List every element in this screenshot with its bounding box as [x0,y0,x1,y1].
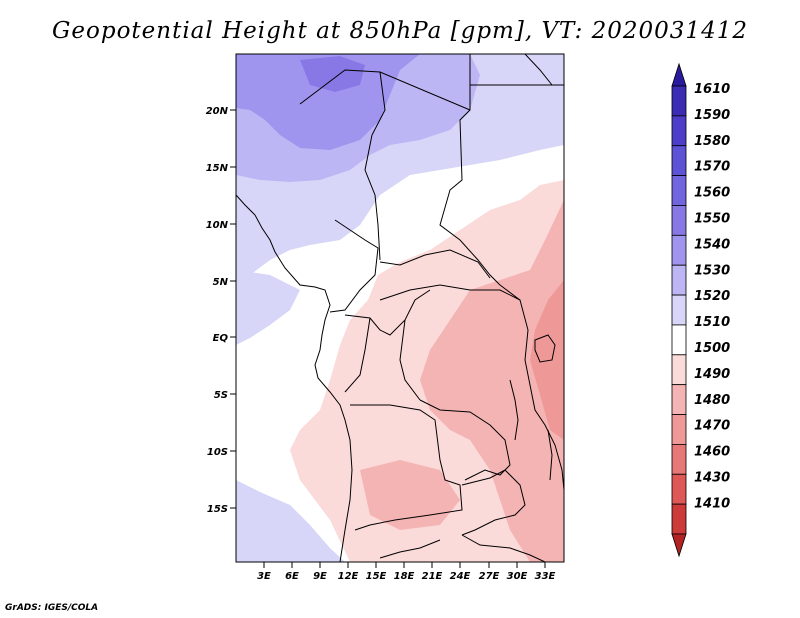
colorbar-label: 1530 [694,263,730,278]
field-1490 [420,200,564,562]
colorbar-label: 1520 [694,289,730,304]
lon-label-3E: 3E [257,571,271,582]
colorbar-box [671,473,687,505]
lat-axis: 20N 15N 10N 5N EQ 5S 10S 15S [206,106,236,515]
colorbar-box [671,324,687,356]
colorbar: 1610 1590 1580 1570 1560 1550 1540 1530 1520 1510… [671,62,730,558]
lon-label-33E: 33E [535,571,556,582]
colorbar-label: 1430 [694,471,730,486]
colorbar-box [671,85,687,117]
colorbar-label: 1590 [694,108,730,123]
lon-label-27E: 27E [479,571,500,582]
colorbar-box [671,115,687,147]
lake-malawi [547,429,553,481]
lat-label-10N: 10N [206,220,229,231]
lon-label-24E: 24E [450,571,471,582]
colorbar-label: 1460 [694,445,730,460]
lat-label-EQ: EQ [213,333,229,344]
colorbar-label: 1540 [694,237,730,252]
field-1480 [530,280,564,440]
lon-label-12E: 12E [338,571,359,582]
lon-label-15E: 15E [366,571,387,582]
border-zambia [461,469,526,536]
lat-label-20N: 20N [206,106,229,117]
lon-label-9E: 9E [313,571,327,582]
lat-label-5S: 5S [214,390,228,401]
field-1520-sw [236,480,345,562]
colorbar-box [671,294,687,326]
field-1520-south [236,270,300,345]
lat-label-15S: 15S [207,504,228,515]
colorbar-top-arrow [671,62,687,87]
coastline-west-africa [236,194,353,562]
colorbar-box [671,264,687,296]
border-nigeria [329,219,379,313]
colorbar-label: 1490 [694,367,730,382]
field-1550 [300,56,365,92]
border-drc [419,399,511,481]
lon-label-30E: 30E [507,571,528,582]
field-1490-south [360,460,460,530]
boundaries [236,54,564,562]
grads-credit: GrADS: IGES/COLA [5,603,99,613]
colorbar-box [671,234,687,266]
colorbar-box [671,384,687,415]
colorbar-label: 1500 [694,341,730,356]
border-congo [344,289,431,401]
border-libya-sudan [439,54,501,286]
colorbar-label: 1580 [694,134,730,149]
colorbar-box [671,175,687,206]
lat-label-10S: 10S [207,447,228,458]
lon-axis: 3E 6E 9E 12E 15E 18E 21E 24E 27E 30E 33E [257,562,556,582]
colorbar-label: 1550 [694,212,730,227]
colorbar-label: 1480 [694,393,730,408]
colorbar-box [671,205,687,236]
border-south [379,534,546,562]
border-car [379,249,521,301]
border-angola [350,404,463,531]
lon-label-6E: 6E [285,571,299,582]
lon-label-18E: 18E [394,571,415,582]
contour-fill [236,54,564,562]
lat-label-15N: 15N [206,163,229,174]
colorbar-box [671,354,687,386]
colorbar-box [671,145,687,177]
colorbar-box [671,414,687,445]
colorbar-label: 1570 [694,160,730,175]
field-1540 [236,54,420,150]
lake-tanganyika [509,379,519,441]
border-north [299,69,471,261]
lon-label-21E: 21E [422,571,443,582]
chart-title: Geopotential Height at 850hPa [gpm], VT:… [52,18,748,44]
colorbar-box [671,443,687,475]
map-frame [235,53,565,563]
colorbar-label: 1410 [694,496,730,511]
border-east-africa [499,284,564,491]
colorbar-label: 1560 [694,186,730,201]
colorbar-bottom-arrow [671,533,687,558]
lake-victoria [534,334,556,363]
colorbar-label: 1510 [694,315,730,330]
red-sea-coast [524,54,553,86]
colorbar-box [671,503,687,535]
colorbar-label: 1610 [694,82,730,97]
lat-label-5N: 5N [213,277,229,288]
colorbar-label: 1470 [694,419,730,434]
